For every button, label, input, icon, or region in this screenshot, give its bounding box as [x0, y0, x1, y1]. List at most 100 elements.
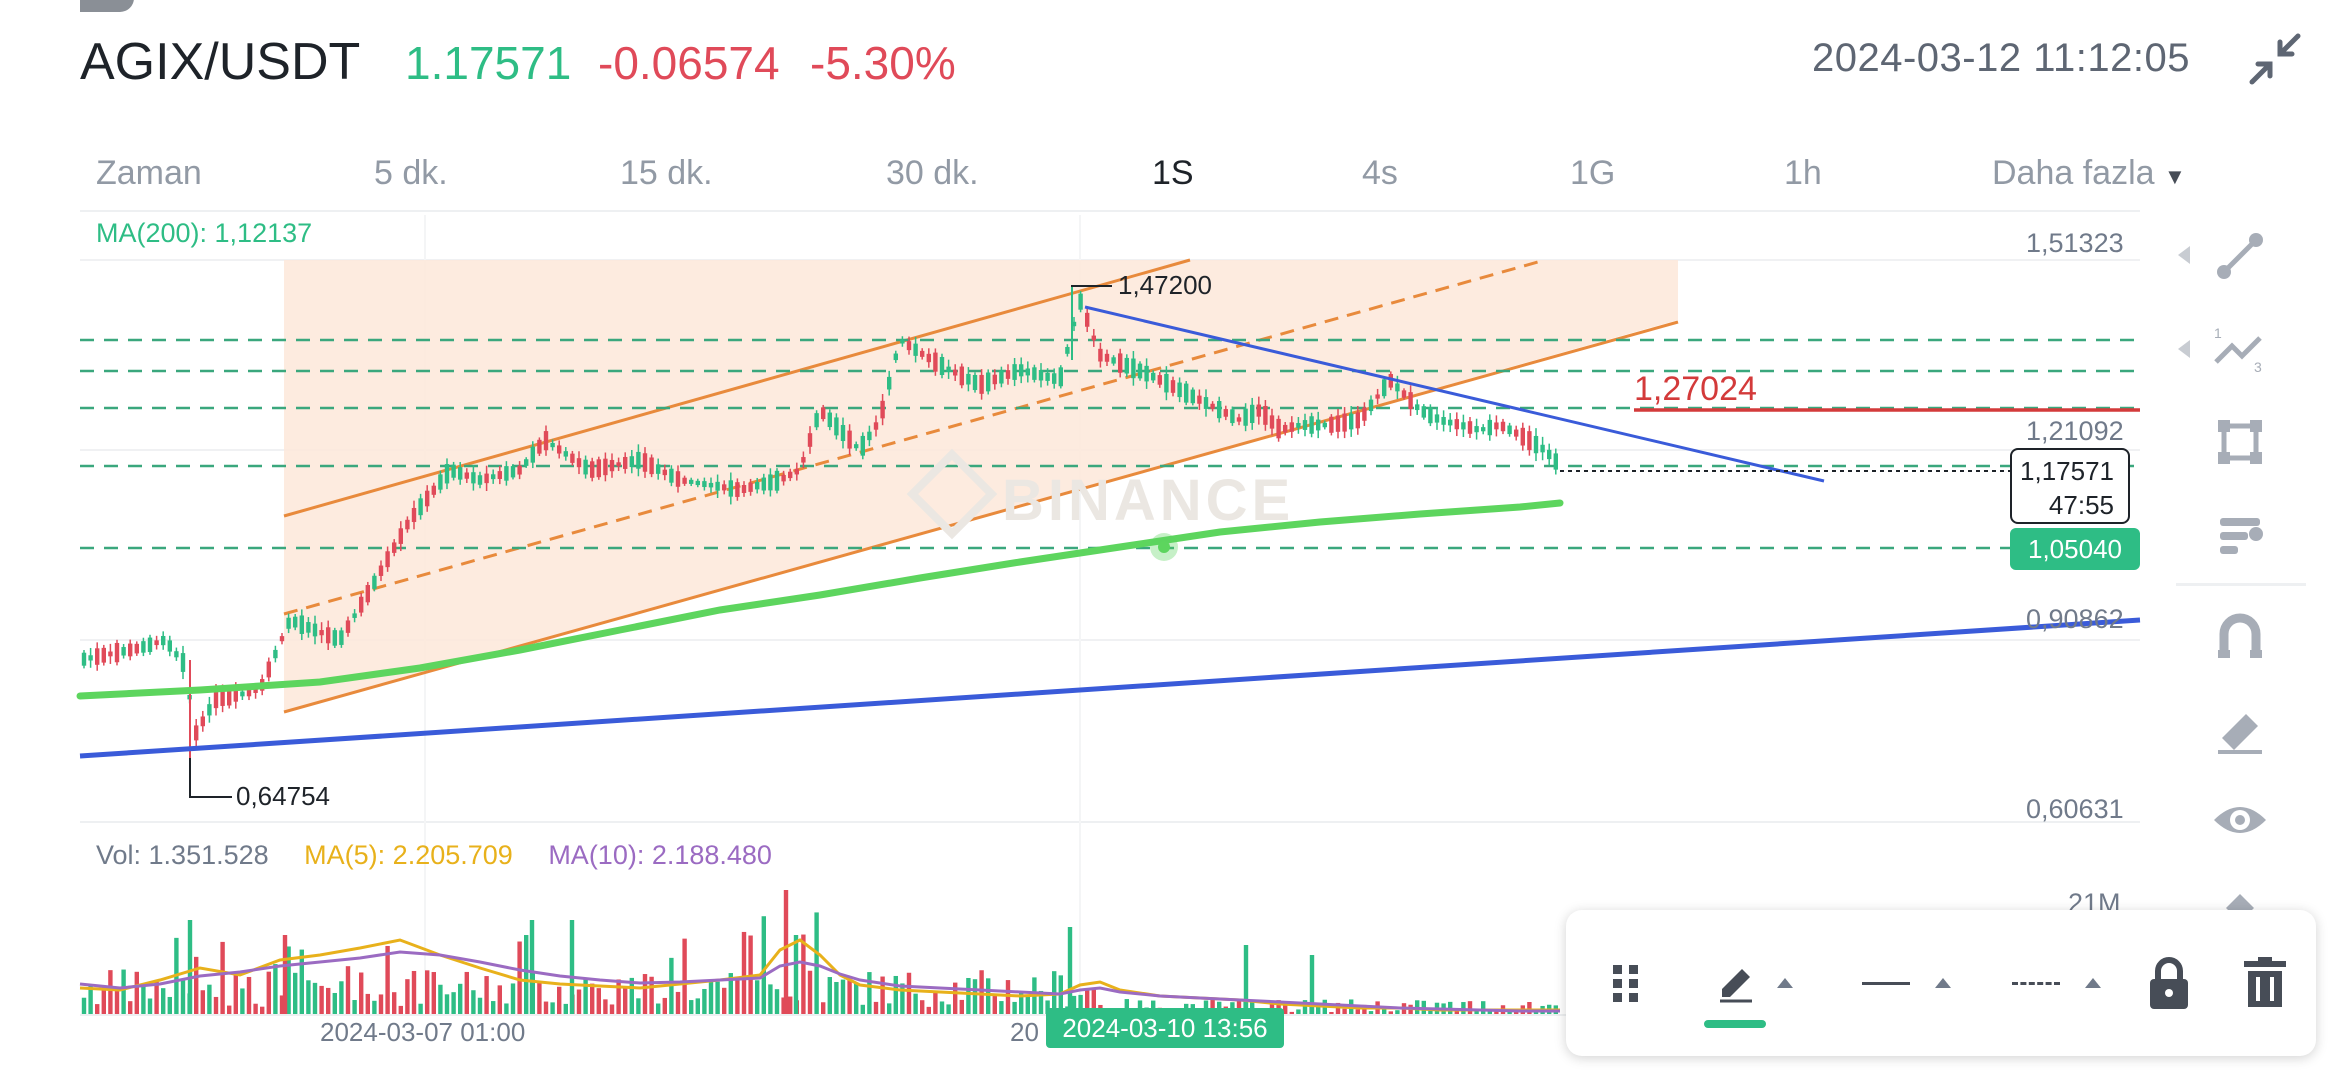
candle-body — [497, 471, 502, 479]
volume-bar — [477, 997, 483, 1015]
collapse-icon[interactable] — [2246, 30, 2304, 88]
volume-bar — [953, 982, 958, 1015]
candle-body — [900, 339, 905, 344]
candle-body — [326, 627, 331, 644]
candle-body — [1098, 348, 1103, 362]
price-axis-bottom: 0,60631 — [2026, 794, 2124, 824]
volume-ma10: MA(10): 2.188.480 — [548, 840, 772, 870]
ma200-indicator[interactable]: MA(200): 1,12137 — [96, 218, 313, 248]
more-tools-icon[interactable] — [2210, 880, 2270, 910]
magnet-icon[interactable] — [2210, 606, 2270, 666]
candle-body — [834, 417, 839, 436]
vol-ma5-line — [79, 938, 1560, 1012]
volume-bar — [273, 964, 278, 1015]
candle-body — [233, 689, 238, 702]
candle-body — [299, 615, 304, 634]
line-style-caret[interactable] — [1928, 910, 1958, 1056]
price-axis-mid-low: 0,90862 — [2026, 604, 2124, 634]
candle-body — [946, 366, 951, 372]
volume-bar — [880, 976, 885, 1015]
volume-bar — [926, 1006, 931, 1015]
candle-body — [1309, 416, 1314, 434]
volume-bar — [946, 1004, 951, 1015]
high-marker — [1071, 285, 1112, 287]
dash-style-caret[interactable] — [2078, 910, 2108, 1056]
candle-body — [570, 453, 575, 463]
volume-bar — [1203, 1000, 1209, 1015]
eye-icon[interactable] — [2210, 790, 2270, 850]
position-tool-icon[interactable] — [2210, 504, 2270, 564]
expand-arrow-icon[interactable] — [2178, 246, 2190, 264]
rectangle-tool-icon[interactable] — [2210, 412, 2270, 472]
candle-body — [1454, 419, 1459, 430]
pencil-options-caret[interactable] — [1770, 910, 1800, 1056]
tab-time[interactable]: Zaman — [96, 154, 202, 192]
high-price-label: 1,47200 — [1118, 270, 1212, 300]
line-style-icon[interactable] — [1856, 910, 1916, 1056]
volume-bar — [319, 985, 324, 1015]
trend-line-icon[interactable] — [2210, 226, 2270, 286]
drag-handle-icon[interactable] — [1596, 910, 1656, 1056]
candle-body — [451, 464, 456, 478]
volume-bar — [352, 1000, 357, 1015]
volume-bar — [392, 992, 397, 1015]
candle-body — [161, 635, 166, 646]
tab-4h[interactable]: 4s — [1362, 154, 1398, 192]
tab-1w[interactable]: 1h — [1784, 154, 1822, 192]
candle-body — [695, 480, 700, 486]
tab-1h[interactable]: 1S — [1152, 154, 1194, 192]
volume-bar — [596, 988, 601, 1015]
candle-body — [1355, 412, 1360, 429]
volume-bar — [867, 972, 872, 1015]
eraser-icon[interactable] — [2210, 698, 2270, 758]
candle-body — [1157, 375, 1162, 385]
candle-body — [253, 688, 258, 693]
tab-5m[interactable]: 5 dk. — [374, 154, 448, 192]
candle-body — [636, 451, 641, 469]
volume-bar — [827, 977, 832, 1015]
candle-body — [543, 431, 549, 451]
volume-bar — [1454, 1008, 1459, 1015]
dash-style-icon[interactable] — [2006, 910, 2066, 1056]
volume-bars — [81, 890, 1558, 1015]
candle-body — [279, 636, 285, 642]
trash-icon[interactable] — [2230, 910, 2300, 1056]
volume-bar — [840, 979, 846, 1015]
volume-bar — [966, 977, 971, 1015]
volume-bar — [398, 1005, 403, 1015]
candle-body — [807, 433, 813, 447]
candle-body — [906, 341, 912, 351]
volume-bar — [161, 988, 166, 1015]
candle-body — [352, 613, 357, 618]
volume-bar — [695, 998, 700, 1015]
volume-bar — [1342, 1008, 1347, 1015]
volume-bar — [529, 920, 535, 1015]
candle-body — [491, 474, 496, 480]
candle-body — [1296, 423, 1301, 428]
candle-body — [114, 642, 120, 663]
candle-body — [1276, 418, 1281, 439]
volume-bar — [860, 1004, 865, 1015]
volume-bar — [793, 935, 799, 1015]
volume-bar — [735, 976, 740, 1015]
volume-bar — [1481, 1001, 1486, 1015]
candle-body — [1434, 414, 1440, 423]
volume-bar — [154, 981, 159, 1015]
tab-more[interactable]: Daha fazla ▼ — [1992, 154, 2186, 193]
price-change-percent: -5.30% — [810, 37, 956, 89]
tab-15m[interactable]: 15 dk. — [620, 154, 713, 192]
candle-body — [339, 630, 344, 645]
expand-arrow-icon[interactable] — [2178, 340, 2190, 358]
lock-icon[interactable] — [2134, 910, 2204, 1056]
candle-body — [1322, 422, 1327, 428]
tab-30m[interactable]: 30 dk. — [886, 154, 979, 192]
candle-body — [121, 647, 126, 656]
pair-title[interactable]: AGIX/USDT — [80, 33, 361, 91]
vol-ma10-line — [79, 950, 1560, 1013]
candle-body — [708, 482, 714, 488]
tab-1d[interactable]: 1G — [1570, 154, 1616, 192]
volume-bar — [491, 1001, 496, 1015]
pencil-icon[interactable] — [1706, 910, 1766, 1056]
